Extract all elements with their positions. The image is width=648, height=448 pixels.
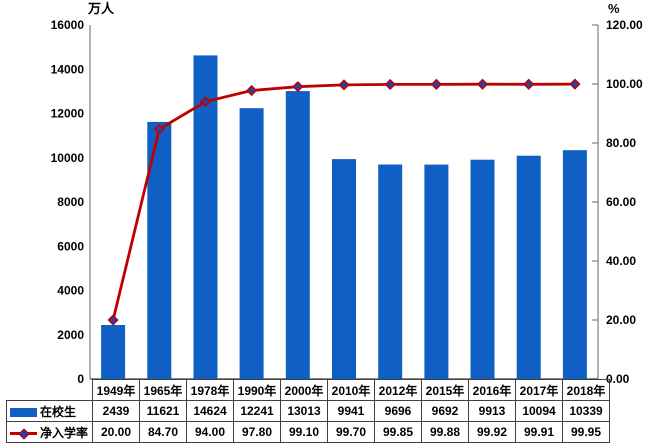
right-axis-tick-label: 20.00 (606, 313, 636, 327)
value-cell: 11621 (139, 400, 187, 422)
value-cell: 99.10 (280, 421, 328, 443)
value-cell: 99.92 (468, 421, 516, 443)
line-legend-swatch-icon (10, 428, 37, 440)
value-cell: 84.70 (139, 421, 187, 443)
bar (378, 164, 403, 379)
year-header-cell: 1978年 (186, 379, 234, 401)
year-header-cell: 1990年 (233, 379, 281, 401)
bar (424, 164, 449, 379)
value-cell: 9696 (374, 400, 422, 422)
value-cell: 14624 (186, 400, 234, 422)
data-table: 1949年 1965年 1978年 1990年 2000年 2010年 2012年 2015年… (6, 379, 610, 443)
value-cell: 99.70 (327, 421, 375, 443)
line-marker (107, 314, 119, 326)
left-axis-tick-label: 14000 (51, 62, 85, 76)
line-marker (430, 78, 442, 90)
year-header-cell: 2015年 (421, 379, 469, 401)
value-cell: 9913 (468, 400, 516, 422)
bar-legend-swatch-icon (10, 407, 37, 417)
right-axis-tick-label: 40.00 (606, 254, 636, 268)
bar (516, 155, 541, 379)
year-header-cell: 1949年 (92, 379, 140, 401)
year-header-cell: 2012年 (374, 379, 422, 401)
value-cell: 13013 (280, 400, 328, 422)
left-axis-tick-label: 12000 (51, 107, 85, 121)
line-marker (292, 81, 304, 93)
year-header-cell: 2000年 (280, 379, 328, 401)
right-axis-tick-label: 0.00 (606, 372, 630, 386)
value-cell: 97.80 (233, 421, 281, 443)
left-axis-tick-label: 8000 (57, 195, 84, 209)
legend-label: 净入学率 (40, 425, 89, 440)
value-cell: 9692 (421, 400, 469, 422)
year-header-cell: 1965年 (139, 379, 187, 401)
table-row: 净入学率 20.00 84.70 94.00 97.80 99.10 99.70 99.85 9… (6, 421, 610, 443)
table-blank-cell (7, 380, 93, 401)
bar (101, 325, 126, 379)
table-header-row: 1949年 1965年 1978年 1990年 2000年 2010年 2012年 2015年… (7, 379, 610, 401)
line-marker (199, 96, 212, 108)
value-cell: 20.00 (92, 421, 140, 443)
left-axis-title: 万人 (88, 1, 115, 16)
right-axis-tick-label: 60.00 (606, 195, 636, 209)
legend-cell: 净入学率 (6, 421, 93, 443)
table-row: 在校生 2439 11621 14624 12241 13013 9941 9696 9692 9… (6, 400, 610, 422)
legend-label: 在校生 (40, 404, 77, 419)
left-axis-tick-label: 10000 (51, 151, 85, 165)
bar (239, 108, 264, 379)
bar (193, 55, 218, 380)
line-marker (153, 123, 165, 135)
bar (332, 159, 356, 379)
bar (285, 91, 310, 379)
value-cell: 2439 (92, 400, 140, 422)
value-cell: 9941 (327, 400, 375, 422)
value-cell: 99.95 (562, 421, 610, 443)
value-cell: 12241 (233, 400, 281, 422)
line-marker (246, 84, 258, 97)
year-header-cell: 2018年 (562, 379, 610, 401)
year-header-cell: 2016年 (468, 379, 516, 401)
bar (562, 150, 587, 379)
line-marker (338, 79, 350, 91)
line-marker (384, 78, 396, 91)
value-cell: 99.85 (374, 421, 422, 443)
bar (470, 159, 495, 379)
value-cell: 94.00 (186, 421, 234, 443)
left-axis-tick-label: 6000 (57, 239, 84, 253)
right-axis-title: % (608, 1, 620, 16)
legend-cell: 在校生 (6, 400, 93, 422)
year-header-cell: 2010年 (327, 379, 375, 401)
line-marker (523, 78, 535, 90)
year-header-cell: 2017年 (515, 379, 563, 401)
value-cell: 99.91 (515, 421, 563, 443)
right-axis-tick-label: 100.00 (606, 77, 643, 91)
left-axis-tick-label: 16000 (51, 18, 85, 32)
line-marker (569, 78, 581, 90)
left-axis-tick-label: 0 (77, 372, 84, 386)
value-cell: 10094 (515, 400, 563, 422)
right-axis-tick-label: 80.00 (606, 136, 636, 150)
right-axis-tick-label: 120.00 (606, 18, 643, 32)
left-axis-tick-label: 4000 (57, 284, 84, 298)
line-marker (476, 78, 489, 90)
value-cell: 10339 (562, 400, 610, 422)
value-cell: 99.88 (421, 421, 469, 443)
left-axis-tick-label: 2000 (57, 328, 84, 342)
